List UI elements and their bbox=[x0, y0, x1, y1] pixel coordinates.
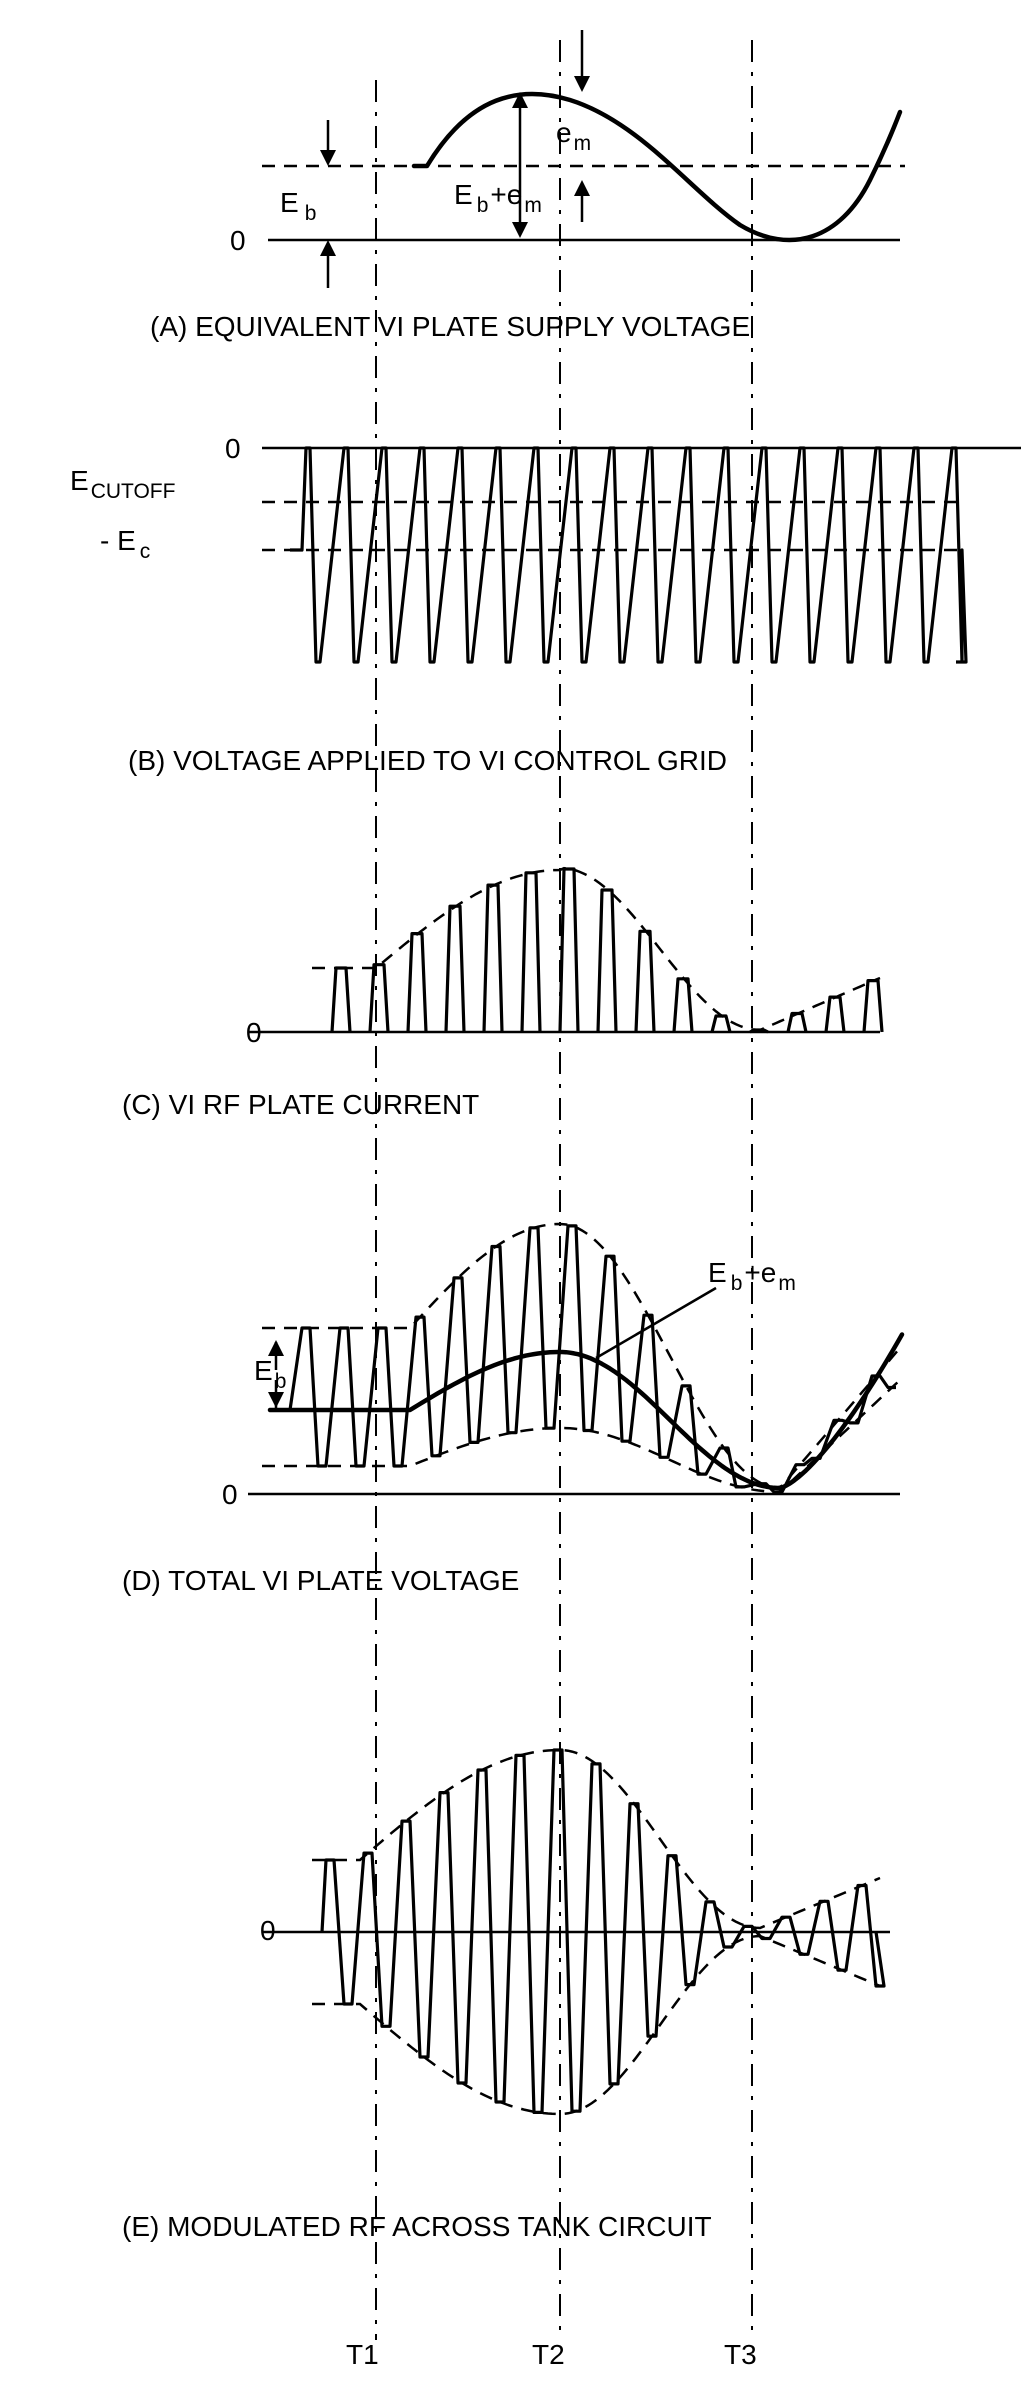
panel-d-zero-label: 0 bbox=[222, 1479, 238, 1510]
panel-b-grid-voltage-waveform bbox=[290, 446, 968, 664]
panel-e-modulated-rf-waveform bbox=[320, 1748, 886, 2114]
panel-b-zero-label: 0 bbox=[225, 433, 241, 464]
panel-e-zero-label: 0 bbox=[260, 1915, 276, 1946]
panel-a-supply-waveform bbox=[411, 91, 903, 243]
panel-d-eb-label: Eb bbox=[254, 1355, 286, 1393]
panel-b-caption: (B) VOLTAGE APPLIED TO VI CONTROL GRID bbox=[128, 745, 727, 776]
panel-a-em-label: em bbox=[556, 117, 591, 155]
panel-e-lower-envelope bbox=[312, 1934, 881, 2116]
panel-c-current-envelope bbox=[340, 866, 881, 1032]
panel-a-caption: (A) EQUIVALENT VI PLATE SUPPLY VOLTAGE bbox=[150, 311, 750, 342]
time-reference-lines bbox=[375, 40, 753, 2340]
time-label-t2: T2 bbox=[532, 2339, 565, 2370]
panel-a-zero-label: 0 bbox=[230, 225, 246, 256]
panel-e: 0 (E) MODULATED RF ACROSS TANK CIRCUIT bbox=[122, 1748, 890, 2242]
panel-c-zero-label: 0 bbox=[246, 1017, 262, 1048]
panel-e-caption: (E) MODULATED RF ACROSS TANK CIRCUIT bbox=[122, 2211, 712, 2242]
panel-c-caption: (C) VI RF PLATE CURRENT bbox=[122, 1089, 479, 1120]
panel-b-cutoff-label: ECUTOFF bbox=[70, 465, 175, 503]
panel-d-plate-voltage-waveform bbox=[288, 1224, 896, 1494]
panel-c: 0 (C) VI RF PLATE CURRENT bbox=[122, 866, 884, 1120]
time-label-t1: T1 bbox=[346, 2339, 379, 2370]
panel-c-plate-current-pulses bbox=[330, 867, 884, 1034]
panel-d-caption: (D) TOTAL VI PLATE VOLTAGE bbox=[122, 1565, 519, 1596]
time-label-t3: T3 bbox=[724, 2339, 757, 2370]
panel-d-sum-leader bbox=[595, 1286, 717, 1360]
